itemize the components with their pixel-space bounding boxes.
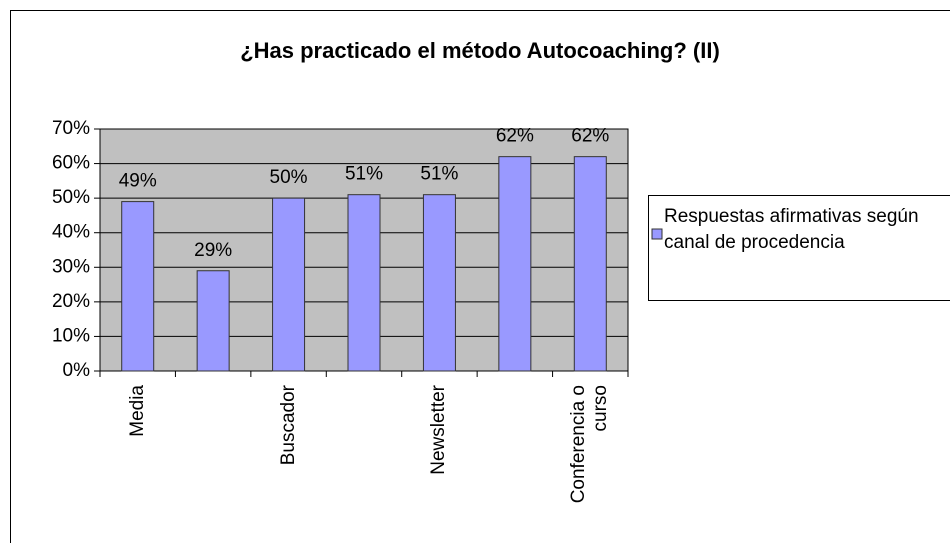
x-tick-label: Newsletter: [428, 385, 450, 555]
bar: [499, 157, 531, 371]
y-tick-label: 0%: [63, 360, 91, 381]
y-tick-label: 40%: [52, 222, 90, 243]
y-tick-label: 20%: [52, 291, 90, 312]
bar: [574, 157, 606, 371]
value-label: 62%: [496, 126, 534, 147]
bar: [273, 198, 305, 371]
value-label: 29%: [194, 240, 232, 261]
legend-label: Respuestas afirmativas según canal de pr…: [664, 204, 948, 256]
bar: [197, 271, 229, 371]
y-tick-label: 60%: [52, 153, 90, 174]
x-tick-label: Media: [127, 385, 149, 555]
bar: [122, 202, 154, 371]
value-label: 49%: [119, 171, 157, 192]
value-label: 51%: [420, 164, 458, 185]
y-tick-label: 10%: [52, 325, 90, 346]
x-tick-label: Buscador: [278, 385, 300, 555]
value-label: 51%: [345, 164, 383, 185]
legend-swatch: [652, 229, 662, 239]
x-tick-label: Conferencia o curso: [568, 385, 612, 555]
y-tick-label: 70%: [52, 118, 90, 139]
y-tick-label: 50%: [52, 187, 90, 208]
bar: [423, 195, 455, 371]
bar: [348, 195, 380, 371]
chart-title: ¿Has practicado el método Autocoaching? …: [240, 38, 720, 63]
value-label: 62%: [571, 126, 609, 147]
page: {"chart_data": {"type": "bar", "title": …: [0, 0, 950, 543]
value-label: 50%: [270, 167, 308, 188]
y-tick-label: 30%: [52, 256, 90, 277]
